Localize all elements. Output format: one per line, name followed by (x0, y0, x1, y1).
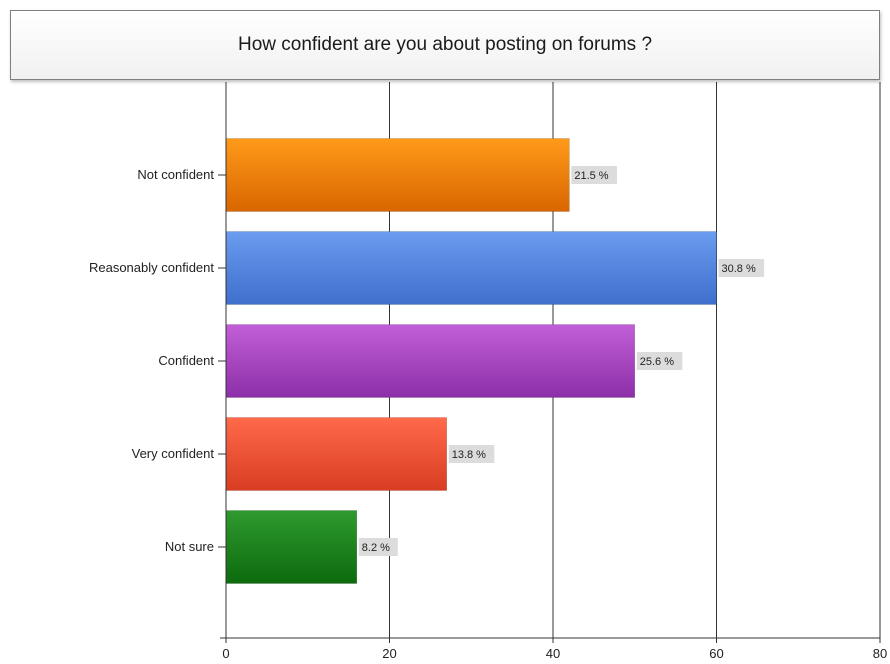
bar (225, 510, 358, 584)
data-label-bg (448, 445, 495, 463)
category-label: Not sure (165, 539, 214, 554)
x-tick-label: 60 (709, 646, 723, 661)
category-label: Very confident (132, 446, 215, 461)
data-label-bg (636, 352, 683, 370)
data-label-bg (718, 259, 765, 277)
chart-title-text: How confident are you about posting on f… (237, 34, 653, 55)
x-tick-label: 40 (546, 646, 560, 661)
bar (225, 417, 447, 491)
category-label: Reasonably confident (89, 260, 214, 275)
bar (225, 231, 717, 305)
data-label: 21.5 % (574, 170, 608, 182)
x-tick-label: 80 (873, 646, 887, 661)
x-tick-label: 20 (382, 646, 396, 661)
category-label: Not confident (137, 167, 214, 182)
bar (225, 324, 635, 398)
data-label-bg (571, 166, 617, 184)
bar (225, 138, 570, 212)
data-label: 8.2 % (362, 542, 390, 554)
data-label: 13.8 % (452, 449, 486, 461)
data-label: 25.6 % (640, 356, 674, 368)
category-label: Confident (158, 353, 214, 368)
x-tick-label: 0 (222, 646, 229, 661)
chart-title: How confident are you about posting on f… (10, 10, 880, 80)
data-label-bg (358, 538, 398, 556)
data-label: 30.8 % (722, 263, 756, 275)
